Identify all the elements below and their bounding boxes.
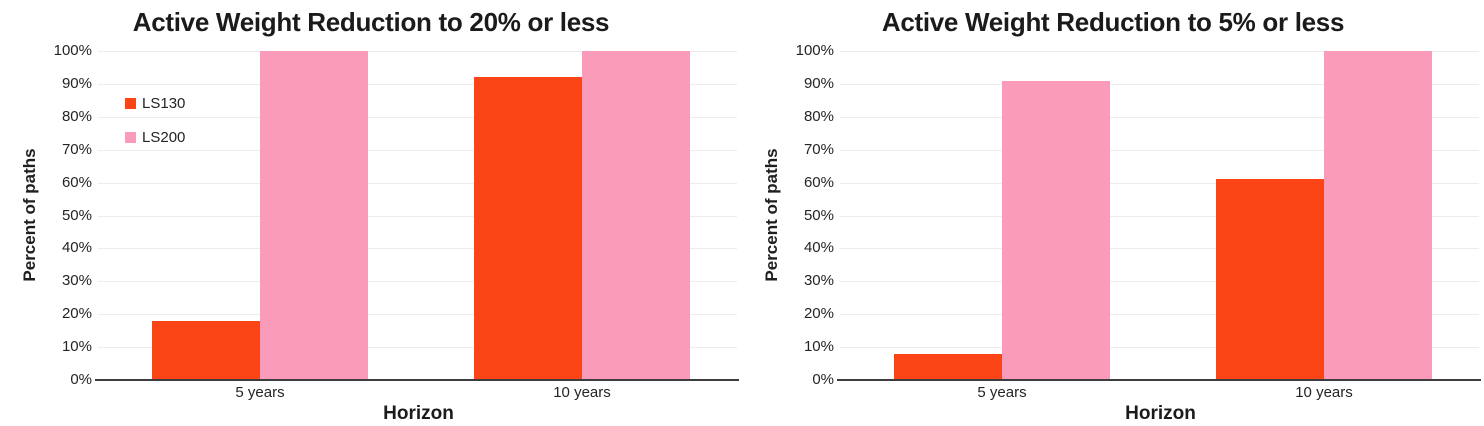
legend: LS130 LS200 — [125, 93, 185, 161]
plot-area — [95, 51, 739, 381]
y-tick-label: 90% — [61, 74, 92, 92]
y-tick-label: 20% — [61, 305, 92, 323]
y-tick-label: 60% — [61, 173, 92, 191]
bar-ls200-5-years — [260, 51, 368, 380]
gridline — [840, 215, 1479, 217]
gridline — [98, 182, 737, 184]
y-tick-label: 20% — [803, 305, 834, 323]
y-tick-label: 30% — [61, 272, 92, 290]
bar-ls200-5-years — [1002, 80, 1110, 380]
gridline — [98, 347, 737, 349]
gridline — [840, 149, 1479, 151]
gridline — [840, 281, 1479, 283]
y-tick-label: 50% — [803, 206, 834, 224]
gridline — [840, 314, 1479, 316]
y-tick-label: 30% — [803, 272, 834, 290]
y-tick-label: 10% — [61, 338, 92, 356]
legend-swatch-ls130 — [125, 97, 136, 109]
y-tick-label: 100% — [53, 42, 92, 59]
bar-ls130-5-years — [894, 353, 1002, 380]
legend-swatch-ls200 — [125, 131, 136, 143]
gridline — [98, 149, 737, 151]
gridline — [840, 83, 1479, 85]
y-tick-label: 0% — [70, 371, 92, 388]
bar-ls200-10-years — [1324, 51, 1432, 380]
legend-item-ls200: LS200 — [125, 127, 185, 147]
y-tick-label: 80% — [803, 107, 834, 125]
gridline — [98, 51, 737, 52]
legend-item-ls130: LS130 — [125, 93, 185, 113]
bar-ls130-10-years — [1216, 179, 1324, 380]
gridline — [840, 116, 1479, 118]
chart-title: Active Weight Reduction to 20% or less — [132, 7, 610, 37]
gridline — [840, 51, 1479, 52]
y-tick-label: 80% — [61, 107, 92, 125]
gridline — [98, 83, 737, 85]
gridline — [98, 116, 737, 118]
y-tick-label: 40% — [61, 239, 92, 257]
legend-label: LS200 — [142, 128, 186, 146]
legend-label: LS130 — [142, 94, 186, 112]
x-category-label: 10 years — [553, 384, 611, 401]
x-category-label: 5 years — [235, 384, 285, 401]
gridline — [98, 314, 737, 316]
y-tick-label: 10% — [803, 338, 834, 356]
gridline — [840, 248, 1479, 250]
y-tick-label: 70% — [803, 140, 834, 158]
x-category-label: 5 years — [977, 384, 1027, 401]
x-axis-line — [837, 379, 1481, 381]
gridline — [98, 248, 737, 250]
y-tick-label: 90% — [803, 74, 834, 92]
chart-active-weight-20pct: Active Weight Reduction to 20% or less P… — [20, 7, 739, 424]
gridline — [840, 347, 1479, 349]
gridline — [98, 215, 737, 217]
gridline — [840, 182, 1479, 184]
bar-ls130-5-years — [152, 320, 260, 380]
x-category-label: 10 years — [1295, 384, 1353, 401]
x-axis-title: Horizon — [1125, 403, 1196, 424]
x-axis-title: Horizon — [383, 403, 454, 424]
y-tick-label: 50% — [61, 206, 92, 224]
bar-ls130-10-years — [474, 77, 582, 380]
y-tick-label: 0% — [812, 371, 834, 388]
y-tick-label: 40% — [803, 239, 834, 257]
chart-active-weight-5pct: Active Weight Reduction to 5% or less Pe… — [742, 0, 1484, 426]
plot-area — [837, 51, 1481, 381]
chart-title: Active Weight Reduction to 5% or less — [881, 7, 1345, 37]
gridline — [98, 281, 737, 283]
bar-ls200-10-years — [582, 51, 690, 380]
y-tick-label: 60% — [803, 173, 834, 191]
y-tick-label: 70% — [61, 140, 92, 158]
x-axis-line — [95, 379, 739, 381]
y-tick-label: 100% — [795, 42, 834, 59]
